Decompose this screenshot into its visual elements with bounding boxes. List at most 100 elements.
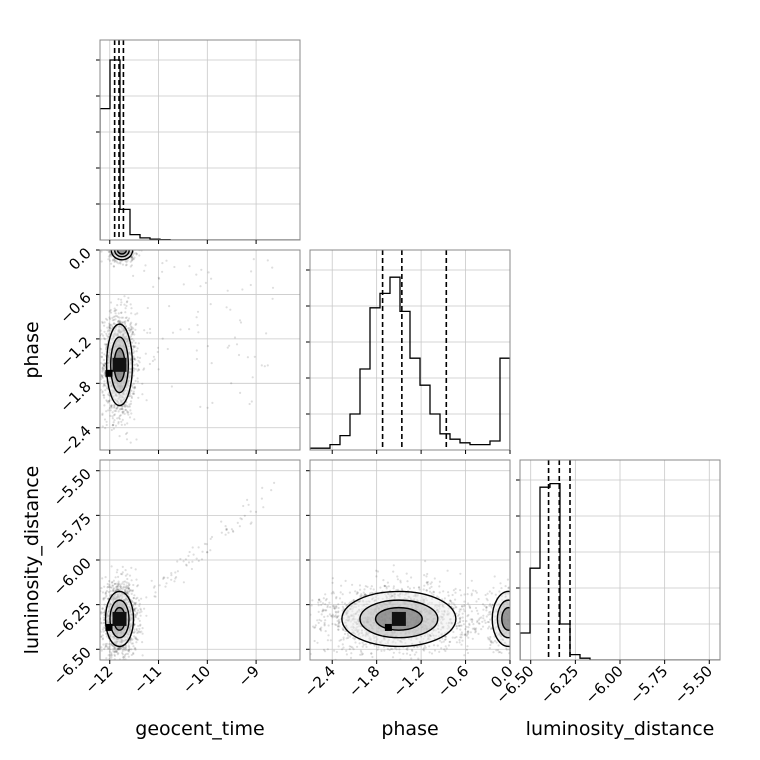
- scatter-point: [120, 247, 122, 249]
- scatter-point: [162, 576, 165, 579]
- scatter-point: [163, 576, 166, 579]
- scatter-point: [95, 638, 97, 640]
- scatter-point: [383, 585, 387, 588]
- scatter-point: [358, 584, 362, 587]
- scatter-point: [129, 409, 132, 412]
- scatter-point: [335, 597, 338, 600]
- scatter-point: [467, 586, 470, 589]
- scatter-point: [101, 628, 104, 631]
- scatter-point: [128, 317, 131, 320]
- scatter-point: [144, 352, 147, 355]
- scatter-point: [115, 649, 118, 653]
- scatter-point: [110, 323, 113, 326]
- scatter-point: [92, 596, 94, 598]
- scatter-point: [100, 649, 103, 652]
- scatter-point: [468, 622, 471, 625]
- scatter-point: [438, 639, 442, 642]
- scatter-point: [166, 347, 169, 351]
- scatter-point: [265, 332, 268, 335]
- scatter-point: [399, 581, 402, 584]
- scatter-point: [104, 427, 107, 430]
- scatter-point: [113, 246, 115, 248]
- scatter-point: [428, 645, 431, 648]
- scatter-point: [112, 265, 115, 268]
- scatter-point: [102, 394, 105, 397]
- scatter-point: [120, 420, 123, 423]
- scatter-point: [110, 255, 113, 258]
- scatter-point: [104, 389, 107, 392]
- scatter-point: [195, 316, 198, 319]
- scatter-point: [132, 339, 135, 342]
- scatter-point: [459, 633, 462, 636]
- scatter-point: [107, 243, 109, 245]
- scatter-point: [119, 246, 121, 248]
- scatter-point: [385, 587, 388, 590]
- scatter-point: [129, 589, 132, 592]
- scatter-point: [134, 614, 137, 617]
- scatter-point: [130, 389, 133, 392]
- scatter-point: [470, 594, 473, 597]
- scatter-point: [130, 328, 133, 331]
- scatter-point: [145, 399, 148, 402]
- scatter-point: [117, 575, 120, 579]
- scatter-point: [136, 612, 139, 615]
- scatter-point: [121, 321, 124, 324]
- scatter-point: [115, 586, 118, 589]
- scatter-point: [105, 334, 108, 337]
- scatter-point: [123, 655, 126, 658]
- scatter-point: [132, 246, 134, 248]
- scatter-point: [127, 296, 130, 299]
- scatter-point: [117, 320, 120, 323]
- scatter-point: [149, 331, 152, 334]
- scatter-point: [337, 628, 340, 631]
- scatter-point: [124, 325, 128, 328]
- scatter-point: [102, 597, 106, 600]
- scatter-point: [112, 246, 114, 248]
- scatter-point: [341, 593, 344, 596]
- scatter-point: [430, 581, 433, 584]
- scatter-point: [113, 662, 115, 664]
- scatter-point: [152, 586, 156, 589]
- scatter-point: [128, 590, 131, 593]
- scatter-point: [129, 247, 131, 249]
- scatter-point: [238, 319, 242, 322]
- scatter-point: [471, 627, 474, 630]
- scatter-point: [398, 651, 401, 654]
- scatter-point: [119, 647, 122, 650]
- scatter-point: [121, 242, 123, 244]
- scatter-point: [352, 662, 354, 664]
- scatter-point: [123, 241, 125, 243]
- scatter-point: [130, 307, 133, 310]
- scatter-point: [192, 553, 195, 556]
- scatter-point: [133, 607, 136, 611]
- scatter-point: [395, 589, 398, 592]
- scatter-point: [358, 642, 361, 645]
- scatter-point: [386, 648, 389, 651]
- scatter-point: [97, 661, 99, 663]
- scatter-point: [369, 587, 372, 590]
- scatter-point: [101, 321, 104, 325]
- scatter-point: [128, 679, 130, 681]
- scatter-point: [145, 614, 148, 617]
- scatter-point: [128, 648, 131, 652]
- scatter-point: [131, 331, 134, 334]
- scatter-point: [271, 286, 275, 289]
- scatter-point: [133, 630, 136, 633]
- scatter-point: [111, 664, 113, 666]
- scatter-point: [111, 316, 114, 319]
- scatter-point: [102, 364, 105, 367]
- scatter-point: [137, 631, 140, 634]
- y-tick-label: −6.25: [50, 599, 95, 644]
- scatter-point: [466, 632, 470, 635]
- scatter-point: [103, 404, 106, 407]
- scatter-point: [267, 644, 269, 646]
- scatter-point: [124, 405, 127, 408]
- scatter-point: [318, 598, 321, 601]
- scatter-point: [324, 609, 327, 612]
- scatter-point: [470, 610, 473, 613]
- scatter-point: [332, 605, 335, 608]
- scatter-point: [423, 644, 426, 648]
- scatter-point: [133, 628, 136, 631]
- scatter-point: [463, 600, 466, 603]
- scatter-point: [426, 572, 429, 576]
